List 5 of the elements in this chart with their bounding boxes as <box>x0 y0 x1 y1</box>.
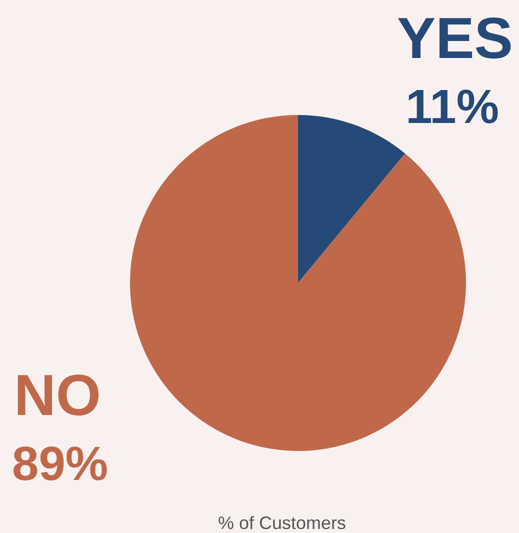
text: % of Customers <box>218 513 346 533</box>
data-label: 11% <box>406 81 499 134</box>
slice-label: NO <box>14 363 101 428</box>
data-label: 89% <box>12 438 108 491</box>
slice-label: YES <box>396 6 513 71</box>
